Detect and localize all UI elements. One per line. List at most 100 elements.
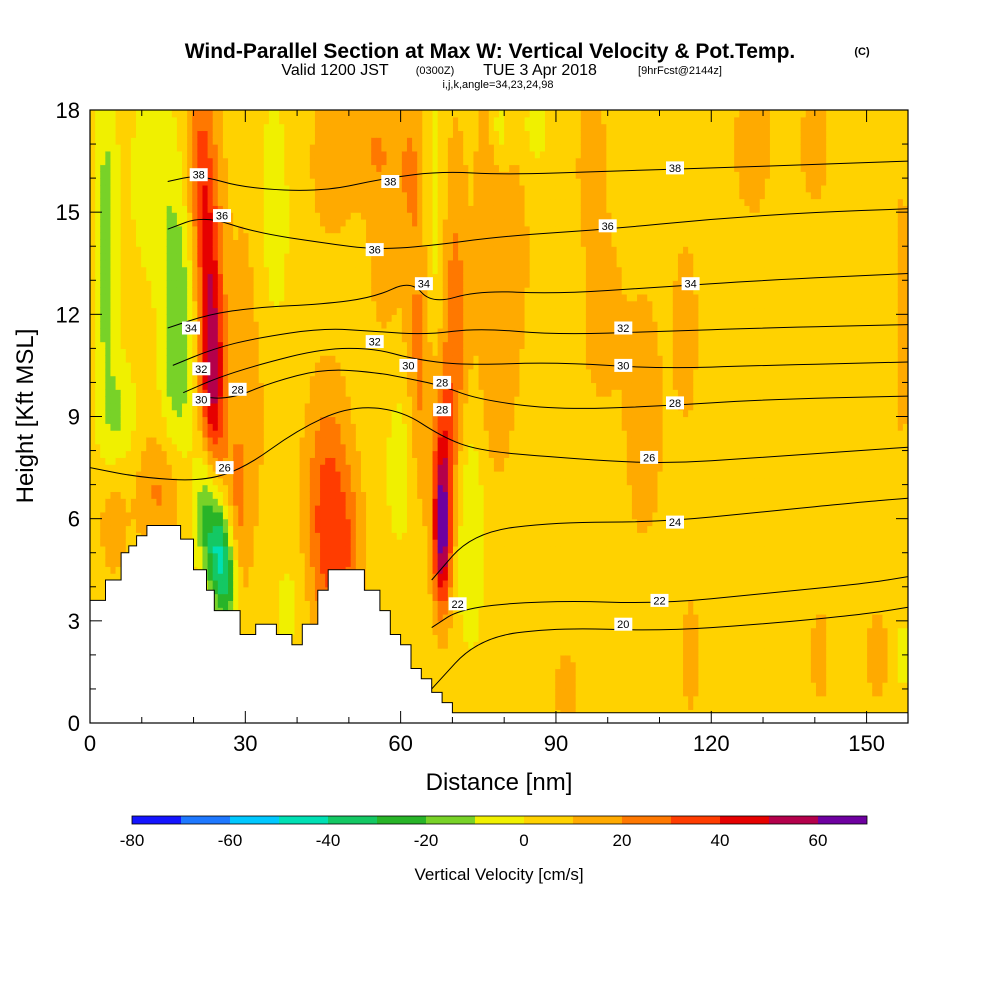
heatmap-cell xyxy=(330,484,336,493)
heatmap-cell xyxy=(176,184,183,193)
heatmap-cell xyxy=(197,307,204,315)
heatmap-cell xyxy=(294,457,301,465)
heatmap-cell xyxy=(274,505,280,513)
heatmap-cell xyxy=(90,491,96,499)
heatmap-cell xyxy=(258,470,265,479)
heatmap-cell xyxy=(289,477,296,486)
heatmap-cell xyxy=(263,273,270,281)
heatmap-cell xyxy=(217,484,224,493)
heatmap-cell xyxy=(299,232,306,241)
heatmap-cell xyxy=(217,130,224,138)
heatmap-cell xyxy=(222,130,229,138)
heatmap-cell xyxy=(166,396,173,404)
heatmap-cell xyxy=(187,137,193,145)
heatmap-cell xyxy=(268,505,275,513)
heatmap-cell xyxy=(274,348,280,356)
heatmap-cell xyxy=(258,259,265,268)
heatmap-cell xyxy=(274,402,280,411)
heatmap-cell xyxy=(314,552,321,561)
heatmap-cell xyxy=(268,382,275,390)
heatmap-cell xyxy=(151,266,158,275)
heatmap-cell xyxy=(304,573,311,581)
heatmap-cell xyxy=(105,396,112,404)
heatmap-cell xyxy=(284,402,290,411)
heatmap-cell xyxy=(299,518,306,527)
heatmap-cell xyxy=(130,314,137,322)
heatmap-cell xyxy=(253,484,260,493)
heatmap-cell xyxy=(320,123,326,132)
heatmap-cell xyxy=(299,171,306,179)
heatmap-cell xyxy=(263,287,270,295)
heatmap-cell xyxy=(274,293,280,302)
heatmap-cell xyxy=(284,355,290,363)
heatmap-cell xyxy=(130,321,137,329)
heatmap-cell xyxy=(161,280,168,288)
heatmap-cell xyxy=(90,552,96,561)
heatmap-cell xyxy=(171,232,178,241)
heatmap-cell xyxy=(355,280,362,288)
heatmap-cell xyxy=(100,402,106,411)
heatmap-cell xyxy=(146,123,152,132)
heatmap-cell xyxy=(110,218,117,227)
heatmap-cell xyxy=(263,593,270,601)
heatmap-cell xyxy=(248,566,255,574)
heatmap-cell xyxy=(222,280,229,288)
heatmap-cell xyxy=(202,321,209,329)
heatmap-cell xyxy=(187,375,193,384)
heatmap-cell xyxy=(330,246,336,254)
heatmap-cell xyxy=(325,314,331,322)
heatmap-cell xyxy=(309,450,316,458)
heatmap-cell xyxy=(176,457,183,465)
heatmap-cell xyxy=(243,620,250,629)
heatmap-cell xyxy=(182,266,188,275)
heatmap-cell xyxy=(309,470,316,479)
heatmap-cell xyxy=(130,287,137,295)
heatmap-cell xyxy=(222,293,229,302)
heatmap-cell xyxy=(212,423,219,431)
heatmap-cell xyxy=(228,539,234,547)
heatmap-cell xyxy=(197,225,204,234)
heatmap-cell xyxy=(335,464,342,472)
heatmap-cell xyxy=(202,307,209,315)
heatmap-cell xyxy=(248,525,255,533)
heatmap-cell xyxy=(182,123,188,132)
heatmap-cell xyxy=(299,341,306,349)
heatmap-cell xyxy=(253,205,260,213)
heatmap-cell xyxy=(330,191,336,200)
heatmap-cell xyxy=(238,348,244,356)
heatmap-cell xyxy=(279,362,285,370)
heatmap-cell xyxy=(233,368,239,377)
heatmap-cell xyxy=(141,280,147,288)
heatmap-cell xyxy=(141,368,147,377)
heatmap-cell xyxy=(325,348,331,356)
heatmap-cell xyxy=(202,253,209,261)
heatmap-cell xyxy=(355,198,362,206)
heatmap-cell xyxy=(360,253,367,261)
heatmap-cell xyxy=(125,450,132,458)
heatmap-cell xyxy=(330,171,336,179)
heatmap-cell xyxy=(187,511,193,520)
heatmap-cell xyxy=(161,402,168,411)
heatmap-cell xyxy=(222,157,229,166)
heatmap-cell xyxy=(115,287,122,295)
heatmap-cell xyxy=(238,430,244,438)
heatmap-cell xyxy=(151,218,158,227)
heatmap-cell xyxy=(248,225,255,234)
heatmap-cell xyxy=(304,287,311,295)
heatmap-cell xyxy=(330,123,336,132)
heatmap-cell xyxy=(95,178,101,186)
heatmap-cell xyxy=(136,450,142,458)
heatmap-cell xyxy=(238,470,244,479)
heatmap-cell xyxy=(130,280,137,288)
heatmap-cell xyxy=(166,389,173,397)
heatmap-cell xyxy=(95,293,101,302)
heatmap-cell xyxy=(176,212,183,220)
heatmap-cell xyxy=(258,280,265,288)
heatmap-cell xyxy=(176,382,183,390)
heatmap-cell xyxy=(105,232,112,241)
heatmap-cell xyxy=(330,423,336,431)
heatmap-cell xyxy=(279,402,285,411)
heatmap-cell xyxy=(279,573,285,581)
heatmap-cell xyxy=(360,505,367,513)
heatmap-cell xyxy=(258,150,265,159)
